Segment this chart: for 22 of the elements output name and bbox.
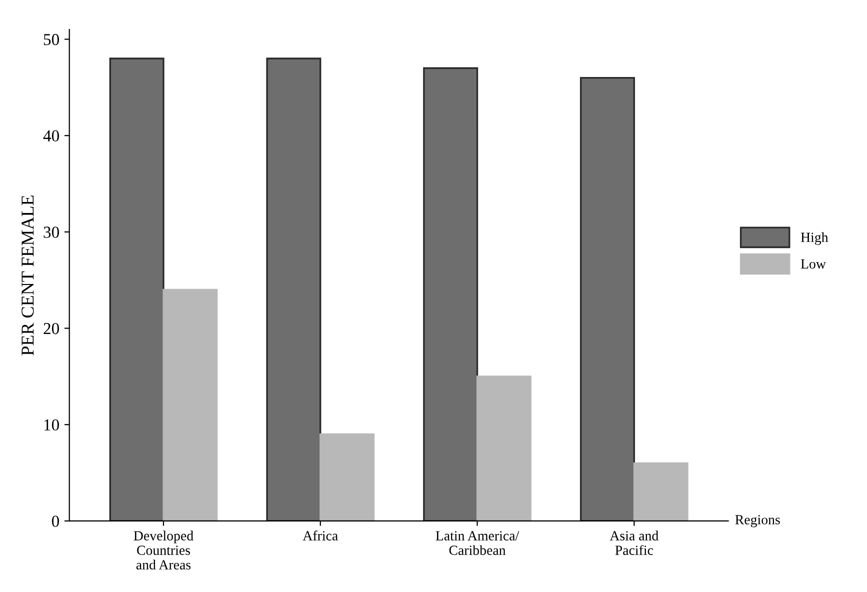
bar [633,462,688,521]
bar [320,433,375,521]
y-tick-label: 10 [44,419,59,431]
x-tick-label: Africa [302,530,338,540]
bar [109,58,164,521]
y-tick-label: 50 [44,34,59,46]
legend-label: High [800,232,828,245]
legend-label: Low [800,259,826,269]
y-tick-label: 40 [43,130,59,142]
x-tick-label: Developed Countries and Areas [134,530,194,570]
y-axis-title: PER CENT FEMALE [22,196,34,356]
bar [476,376,532,521]
x-tick-label: Asia and Pacific [610,530,658,555]
y-tick-label: 0 [52,516,59,527]
y-tick-label: 20 [44,322,59,334]
bar [423,67,478,521]
x-axis-title: Regions [735,515,780,528]
bar [580,76,635,521]
x-tick-label: Latin America/ Caribbean [436,531,520,555]
bar [162,288,218,521]
bar [266,58,322,521]
y-tick-label: 30 [44,226,59,238]
